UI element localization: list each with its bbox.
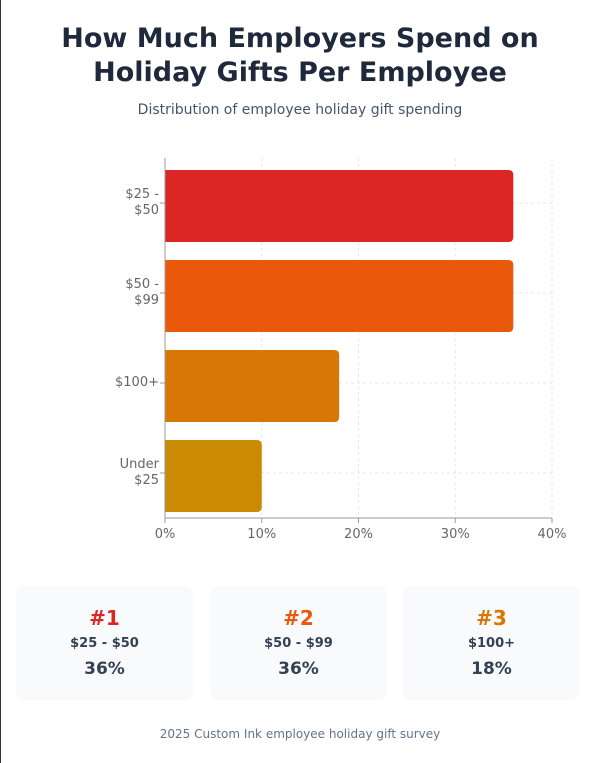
card-rank: #1 — [89, 606, 120, 630]
stat-card: #3 $100+ 18% — [403, 586, 580, 700]
bar — [165, 260, 514, 332]
y-tick-label: $50 - $99 — [125, 277, 159, 308]
card-value: 36% — [278, 659, 319, 679]
x-tick-label: 0% — [155, 527, 176, 542]
card-value: 18% — [471, 659, 512, 679]
card-rank: #3 — [476, 606, 507, 630]
y-tick-label: $100+ — [115, 375, 159, 390]
card-label: $50 - $99 — [264, 636, 333, 651]
source: 2025 Custom Ink employee holiday gift su… — [159, 727, 441, 741]
bar — [165, 350, 340, 422]
x-tick-label: 10% — [247, 527, 276, 542]
title: How Much Employers Spend on Holiday Gift… — [61, 23, 539, 88]
card-label: $100+ — [467, 636, 516, 651]
bar — [165, 170, 514, 242]
bar — [165, 440, 262, 512]
y-tick-label: $25 - $50 — [125, 187, 159, 218]
subtitle: Distribution of employee holiday gift sp… — [137, 102, 463, 118]
stat-card: #2 $50 - $99 36% — [210, 586, 387, 700]
card-value: 36% — [84, 659, 125, 679]
stat-card: #1 $25 - $50 36% — [16, 586, 193, 700]
x-tick-label: 20% — [344, 527, 373, 542]
card-label: $25 - $50 — [70, 636, 139, 651]
card-rank: #2 — [283, 606, 314, 630]
x-tick-label: 30% — [441, 527, 470, 542]
x-tick-label: 40% — [538, 527, 567, 542]
y-tick-label: Under $25 — [119, 457, 159, 488]
